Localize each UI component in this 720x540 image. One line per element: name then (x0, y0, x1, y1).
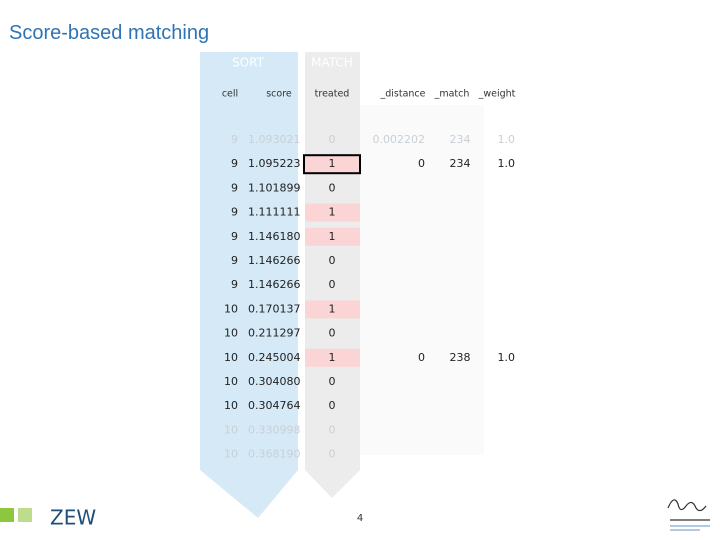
table-cell: 9 (231, 254, 238, 267)
table-cell: 0.330998 (248, 423, 301, 436)
treated-highlight (305, 300, 360, 319)
table-row: 9 1.101899 0 (231, 181, 336, 194)
table-cell: 10 (224, 302, 238, 315)
table-row: 10 0.211297 0 (224, 327, 336, 340)
table-cell: 0 (329, 375, 336, 388)
column-header: treated (315, 89, 350, 100)
table-cell: 10 (224, 399, 238, 412)
table-cell: 10 (224, 448, 238, 461)
table-row: 9 1.146266 0 (231, 254, 336, 267)
column-header: score (266, 89, 292, 100)
table-cell: 1.0 (498, 351, 516, 364)
table-cell: 1.095223 (248, 157, 301, 170)
column-header: _weight (478, 89, 516, 100)
treated-highlight (305, 155, 360, 174)
treated-highlight (305, 227, 360, 246)
selected-box (303, 154, 361, 175)
university-logo-lines (670, 525, 710, 531)
table-row: 10 0.304764 0 (224, 399, 336, 412)
logo-square (0, 508, 14, 522)
table-cell: 10 (224, 423, 238, 436)
page-number: 4 (357, 513, 363, 524)
table-row: 10 0.170137 1 (224, 300, 360, 319)
table-cell: 0 (329, 254, 336, 267)
table-cell: 9 (231, 230, 238, 243)
table-cell: 1 (329, 230, 336, 243)
table-cell: 1.093021 (248, 133, 301, 146)
table-row: 10 0.245004 1 0 238 1.0 (224, 348, 516, 367)
sort-arrow (200, 52, 298, 518)
table-cell: 238 (450, 351, 471, 364)
table-row: 10 0.330998 0 (224, 423, 336, 436)
university-logo (667, 499, 710, 521)
column-header: _distance (379, 89, 425, 100)
match-label: MATCH (311, 56, 353, 70)
table-cell: 10 (224, 375, 238, 388)
sort-label: SORT (232, 56, 265, 70)
table-cell: 0.304080 (248, 375, 301, 388)
table-row: 9 1.095223 1 0 234 1.0 (231, 154, 516, 175)
table-cell: 0 (329, 423, 336, 436)
table-cell: 10 (224, 351, 238, 364)
table-cell: 0.245004 (248, 351, 301, 364)
table-cell: 1 (329, 157, 336, 170)
table-row: 10 0.304080 0 (224, 375, 336, 388)
table-cell: 234 (450, 133, 471, 146)
result-area (360, 105, 484, 455)
treated-highlight (305, 348, 360, 367)
table-cell: 0 (329, 327, 336, 340)
table-row: 10 0.368190 0 (224, 448, 336, 461)
table-cell: 10 (224, 327, 238, 340)
table-cell: 1 (329, 206, 336, 219)
zew-logo: ZEW (50, 506, 96, 530)
column-header: _match (434, 89, 470, 100)
treated-highlight (305, 203, 360, 222)
table-cell: 0.211297 (248, 327, 301, 340)
table-cell: 0 (329, 448, 336, 461)
table-cell: 1.101899 (248, 181, 301, 194)
table-cell: 9 (231, 181, 238, 194)
column-header: cell (222, 89, 238, 100)
table-row: 9 1.146180 1 (231, 227, 360, 246)
table-row: 9 1.111111 1 (231, 203, 360, 222)
table-cell: 1.146180 (248, 230, 301, 243)
table-cell: 1.146266 (248, 278, 301, 291)
slide-title: Score-based matching (9, 22, 209, 44)
table-cell: 0.368190 (248, 448, 301, 461)
table-cell: 0 (329, 181, 336, 194)
table-cell: 1.0 (498, 157, 516, 170)
logo-square (18, 508, 32, 522)
table-cell: 0.002202 (373, 133, 426, 146)
table-cell: 0 (329, 278, 336, 291)
table-cell: 0.170137 (248, 302, 301, 315)
table-cell: 234 (450, 157, 471, 170)
table-cell: 0 (418, 351, 425, 364)
table-row: 9 1.093021 0 0.002202 234 1.0 (231, 133, 515, 146)
table-row: 9 1.146266 0 (231, 278, 336, 291)
table-cell: 1.0 (498, 133, 516, 146)
table-cell: 1.111111 (248, 206, 301, 219)
table-cell: 1 (329, 351, 336, 364)
table-cell: 9 (231, 133, 238, 146)
table-cell: 1.146266 (248, 254, 301, 267)
table-cell: 9 (231, 206, 238, 219)
table-cell: 0 (329, 399, 336, 412)
table-cell: 9 (231, 278, 238, 291)
table-cell: 0 (418, 157, 425, 170)
table-cell: 0 (329, 133, 336, 146)
table-cell: 0.304764 (248, 399, 301, 412)
table-cell: 1 (329, 302, 336, 315)
table-cell: 9 (231, 157, 238, 170)
